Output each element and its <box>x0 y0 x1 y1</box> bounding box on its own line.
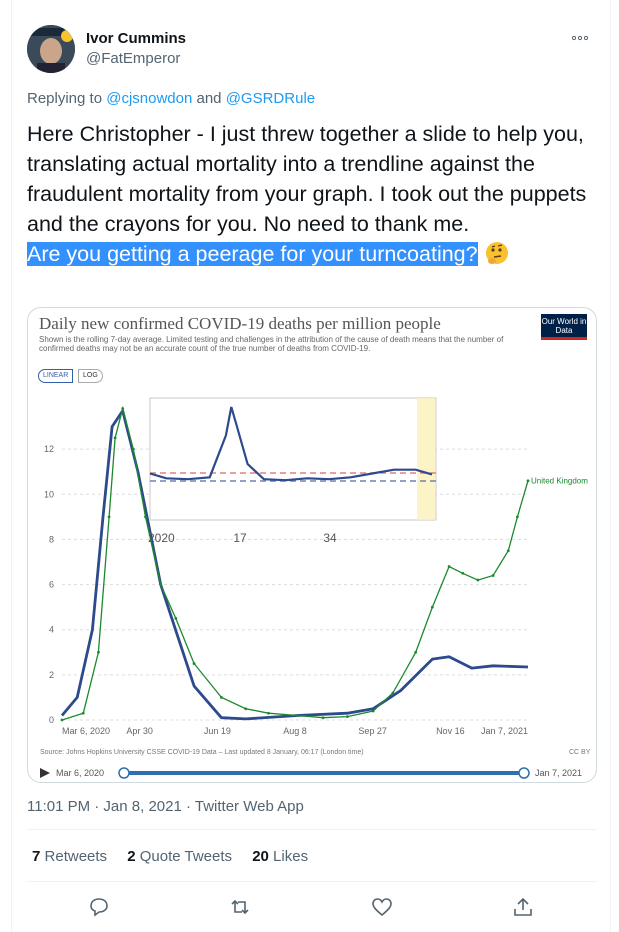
inset-x-tick-label: 2020 <box>148 531 175 545</box>
quote-tweets-stat[interactable]: 2 Quote Tweets <box>127 848 233 865</box>
y-tick-label: 8 <box>49 534 54 544</box>
y-tick-label: 6 <box>49 580 54 590</box>
main-chart: 0 2 4 6 8 10 12 Mar 6, 2020 Apr 30 Jun 19 Aug 8 Sep… <box>44 397 588 736</box>
inset-chart <box>149 397 437 521</box>
chart-image[interactable]: Daily new confirmed COVID-19 deaths per … <box>27 307 597 783</box>
replying-to-label: Replying to <box>27 90 103 107</box>
tweet-timestamp[interactable]: 11:01 PM · Jan 8, 2021 · Twitter Web App <box>27 798 304 815</box>
uk-data-point <box>81 711 85 715</box>
uk-data-point <box>121 407 125 410</box>
chart-title: Daily new confirmed COVID-19 deaths per … <box>39 314 441 333</box>
retweet-icon[interactable] <box>228 895 252 919</box>
inset-x-tick-label: 17 <box>233 531 247 545</box>
timeline-track <box>124 771 524 775</box>
y-tick-label: 4 <box>49 625 54 635</box>
author-handle[interactable]: @FatEmperor <box>86 50 181 67</box>
mention-link[interactable]: @cjsnowdon <box>106 90 193 107</box>
y-tick-label: 12 <box>44 444 54 454</box>
linear-toggle[interactable]: LINEAR <box>38 369 74 383</box>
tweet-stats: 7 Retweets 2 Quote Tweets 20 Likes <box>32 848 324 865</box>
uk-data-point <box>144 515 147 519</box>
uk-data-point <box>476 578 480 582</box>
timeline-start: Mar 6, 2020 <box>56 768 104 778</box>
x-tick-label: Nov 16 <box>436 726 465 736</box>
owid-logo: Our World in Data <box>541 314 587 340</box>
previous-tweet-strip <box>12 0 612 14</box>
uk-data-point <box>526 479 530 483</box>
log-toggle[interactable]: LOG <box>78 369 103 383</box>
timeline-start-handle <box>118 767 130 779</box>
uk-series-line <box>61 405 529 721</box>
x-tick-label: Jan 7, 2021 <box>481 726 528 736</box>
chart-source: Source: Johns Hopkins University CSSE CO… <box>40 749 364 756</box>
more-options-icon[interactable] <box>571 28 589 44</box>
replying-and: and <box>196 90 222 107</box>
mention-link[interactable]: @GSRDRule <box>225 90 316 107</box>
x-tick-label: Aug 8 <box>283 726 307 736</box>
inset-line <box>149 406 433 482</box>
tweet-body: Here Christopher - I just threw together… <box>27 122 587 236</box>
author-name[interactable]: Ivor Cummins <box>86 30 187 47</box>
uk-data-point <box>515 515 519 519</box>
x-tick-label: Mar 6, 2020 <box>62 726 110 736</box>
uk-data-point <box>414 650 418 654</box>
y-tick-label: 10 <box>44 489 54 499</box>
share-icon[interactable] <box>511 895 535 919</box>
tweet-text: Here Christopher - I just threw together… <box>27 119 597 269</box>
like-icon[interactable] <box>370 895 394 919</box>
uk-data-point <box>159 583 163 586</box>
uk-data-point <box>244 707 248 711</box>
uk-data-point <box>107 515 111 519</box>
uk-data-point <box>391 691 395 695</box>
x-tick-label: Jun 19 <box>204 726 231 736</box>
uk-data-point <box>491 574 495 577</box>
timeline-end: Jan 7, 2021 <box>535 768 582 778</box>
thinking-face-icon <box>484 240 510 266</box>
uk-data-point <box>371 709 375 713</box>
timeline-slider[interactable]: Mar 6, 2020 Jan 7, 2021 <box>38 765 588 781</box>
inset-highlight <box>417 398 435 520</box>
inset-x-tick-label: 34 <box>323 531 337 545</box>
uk-data-point <box>219 696 223 699</box>
chart-license: CC BY <box>569 749 591 756</box>
uk-data-point <box>345 715 349 719</box>
uk-data-point <box>295 714 299 717</box>
uk-data-point <box>506 549 510 553</box>
uk-data-point <box>60 718 64 722</box>
uk-data-point <box>267 711 270 715</box>
uk-data-point <box>174 617 178 620</box>
y-tick-label: 2 <box>49 670 54 680</box>
uk-data-point <box>131 447 135 451</box>
uk-data-point <box>430 605 434 609</box>
uk-data-point <box>321 716 325 720</box>
uk-data-point <box>97 650 100 654</box>
avatar[interactable] <box>27 25 75 73</box>
retweets-stat[interactable]: 7 Retweets <box>32 848 108 865</box>
uk-data-point <box>113 436 117 440</box>
reply-icon[interactable] <box>87 895 111 919</box>
series-label: United Kingdom <box>531 477 588 486</box>
likes-stat[interactable]: 20 Likes <box>252 848 309 865</box>
uk-data-point <box>192 662 196 665</box>
x-tick-label: Apr 30 <box>126 726 153 736</box>
chart-subtitle: Shown is the rolling 7-day average. Limi… <box>39 335 504 353</box>
trend-line <box>60 409 529 721</box>
uk-data-point <box>461 571 465 575</box>
divider <box>27 829 597 830</box>
x-tick-label: Sep 27 <box>358 726 387 736</box>
y-tick-label: 0 <box>49 715 54 725</box>
replying-to: Replying to @cjsnowdon and @GSRDRule <box>27 90 315 107</box>
uk-data-point <box>447 565 451 568</box>
timeline-end-handle <box>518 767 530 779</box>
tweet-highlighted-text: Are you getting a peerage for your turnc… <box>27 242 478 266</box>
play-icon <box>40 768 50 778</box>
divider <box>27 881 597 882</box>
tweet-card <box>11 0 611 932</box>
